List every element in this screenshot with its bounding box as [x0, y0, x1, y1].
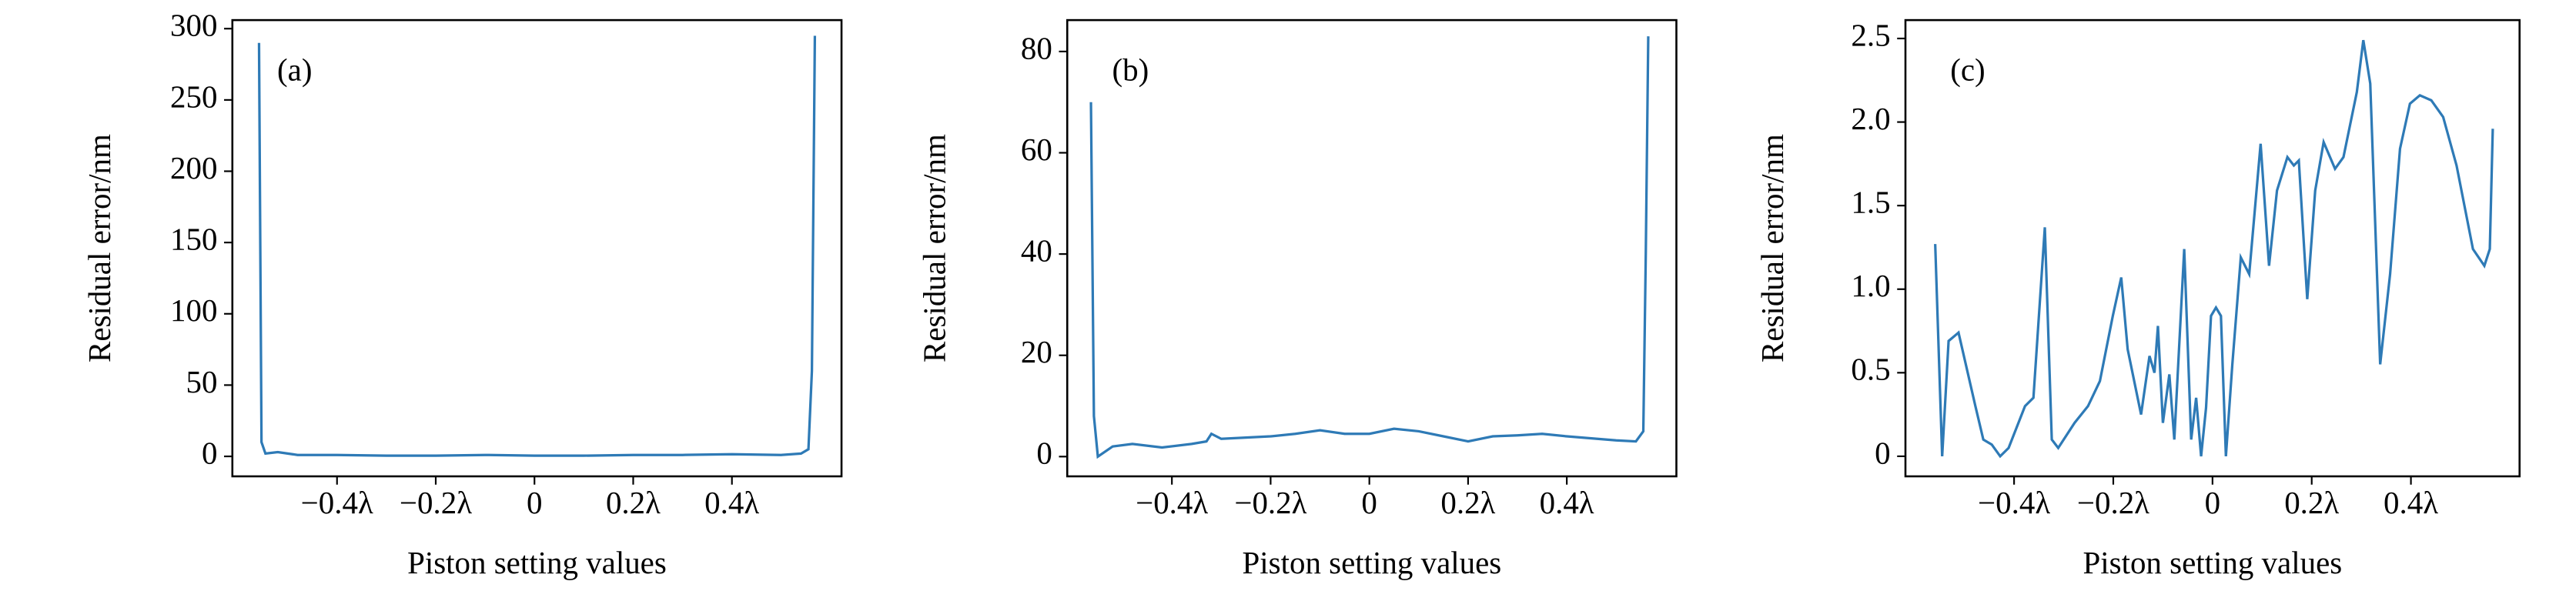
y-tick-label: 40 [1021, 233, 1052, 269]
data-line [1934, 39, 2494, 459]
x-tick-label: −0.2λ [400, 485, 472, 520]
x-tick-label: 0.2λ [2284, 485, 2339, 520]
y-tick-label: 300 [170, 8, 217, 43]
y-tick-label: 0 [1875, 435, 1890, 470]
y-tick-label: 100 [170, 292, 217, 328]
y-axis-label: Residual error/nm [82, 134, 117, 362]
y-axis-label: Residual error/nm [917, 134, 952, 362]
axes-frame [1904, 18, 2521, 478]
x-tick-label: 0.4λ [1540, 485, 1594, 520]
y-tick-label: 0 [1036, 436, 1052, 471]
panel-label: (c) [1950, 52, 1985, 88]
data-line [1089, 36, 1650, 459]
x-tick-label: −0.2λ [2077, 485, 2149, 520]
x-axis-label: Piston setting values [407, 545, 667, 580]
y-tick-label: 2.5 [1851, 17, 1890, 52]
y-tick-label: 0.5 [1851, 352, 1890, 387]
y-tick-label: 20 [1021, 334, 1052, 369]
y-tick-label: 150 [170, 222, 217, 257]
y-tick-label: 250 [170, 78, 217, 114]
y-tick-label: 1.5 [1851, 185, 1890, 220]
y-tick-label: 1.0 [1851, 268, 1890, 303]
y-tick-label: 50 [186, 364, 217, 399]
x-tick-label: 0 [527, 485, 542, 520]
panel-label: (b) [1112, 52, 1149, 88]
axes-frame [231, 18, 843, 478]
y-axis-label: Residual error/nm [1755, 134, 1790, 362]
axes-frame [1066, 18, 1678, 478]
x-tick-label: 0.2λ [1440, 485, 1495, 520]
x-tick-label: −0.2λ [1234, 485, 1306, 520]
x-axis-label: Piston setting values [1243, 545, 1502, 580]
x-tick-label: 0 [1361, 485, 1377, 520]
x-tick-label: 0.4λ [2384, 485, 2438, 520]
data-line [257, 35, 817, 457]
x-tick-label: 0.4λ [704, 485, 759, 520]
x-axis-label: Piston setting values [2083, 545, 2342, 580]
panel-label: (a) [277, 52, 312, 88]
x-tick-label: −0.4λ [1136, 485, 1208, 520]
y-tick-label: 80 [1021, 30, 1052, 65]
x-tick-label: 0.2λ [606, 485, 661, 520]
x-tick-label: −0.4λ [301, 485, 373, 520]
y-tick-label: 200 [170, 150, 217, 185]
y-tick-label: 60 [1021, 132, 1052, 167]
y-tick-label: 0 [202, 435, 217, 470]
x-tick-label: −0.4λ [1978, 485, 2050, 520]
x-tick-label: 0 [2205, 485, 2220, 520]
y-tick-label: 2.0 [1851, 101, 1890, 136]
